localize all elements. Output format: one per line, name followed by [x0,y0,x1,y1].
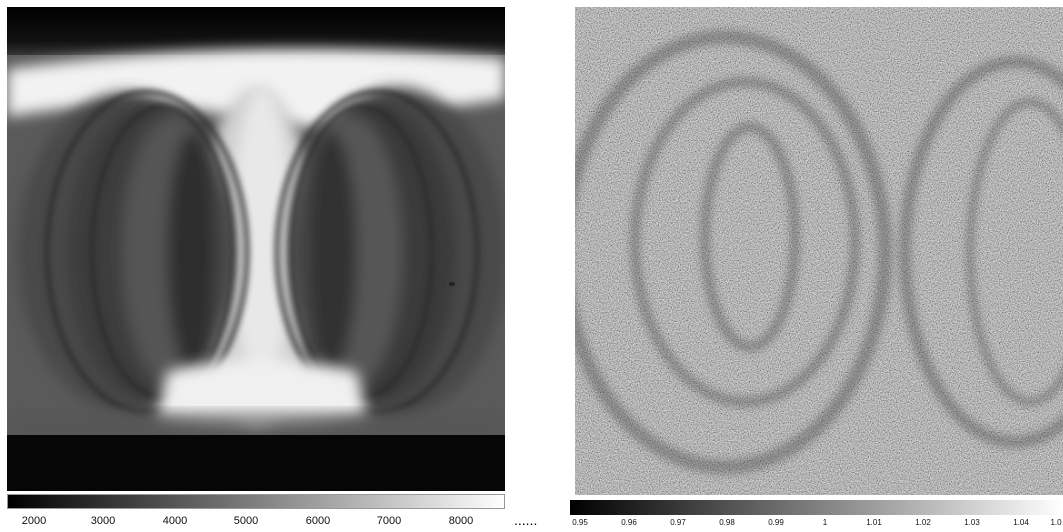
tick-label: 1 [822,518,828,527]
right-colorbar-ticks: 0.95 0.96 0.97 0.98 0.99 1 1.01 1.02 1.0… [570,518,1063,532]
tick-label: 1.02 [915,518,931,527]
tick-label: 1.04 [1013,518,1029,527]
left-colorbar [7,494,505,509]
tick-label: 1.01 [866,518,882,527]
tick-label: 0.96 [621,518,637,527]
tick-label: 0.99 [768,518,784,527]
tick-label: 3000 [90,515,116,527]
tick-label: 2000 [21,515,47,527]
tick-label: 7000 [376,515,402,527]
tick-label: 1.03 [964,518,980,527]
tick-label: 0.97 [670,518,686,527]
flat-field-image [7,7,505,491]
separator-dots: ...... [514,512,538,528]
tick-label: 4000 [162,515,188,527]
tick-label: 0.98 [719,518,735,527]
tick-label: 6000 [305,515,331,527]
left-colorbar-ticks: 2000 3000 4000 5000 6000 7000 8000 [7,515,505,529]
right-colorbar [570,500,1063,515]
tick-label: 0.95 [572,518,588,527]
tick-label: 1.0 [1050,518,1062,527]
normalized-noise-image [575,7,1063,495]
tick-label: 8000 [448,515,474,527]
tick-label: 5000 [233,515,259,527]
